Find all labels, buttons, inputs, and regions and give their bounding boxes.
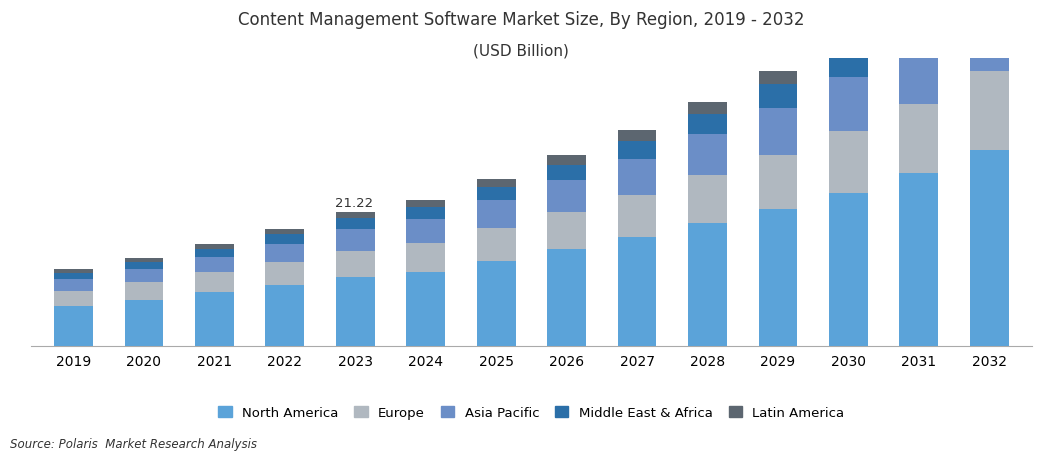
Bar bbox=[829, 193, 868, 346]
Bar bbox=[406, 208, 445, 220]
Bar bbox=[899, 174, 938, 346]
Bar bbox=[970, 151, 1009, 346]
Bar bbox=[477, 180, 516, 187]
Bar bbox=[688, 103, 727, 115]
Bar bbox=[547, 212, 586, 250]
Bar bbox=[829, 131, 868, 193]
Bar bbox=[477, 228, 516, 261]
Bar bbox=[406, 220, 445, 243]
Bar bbox=[759, 109, 797, 155]
Bar bbox=[266, 263, 304, 286]
Bar bbox=[406, 243, 445, 272]
Bar bbox=[336, 278, 375, 346]
Text: (USD Billion): (USD Billion) bbox=[473, 43, 569, 58]
Bar bbox=[970, 0, 1009, 3]
Bar bbox=[477, 187, 516, 201]
Bar bbox=[618, 131, 656, 142]
Bar bbox=[195, 257, 233, 273]
Bar bbox=[54, 270, 93, 273]
Bar bbox=[54, 291, 93, 306]
Text: 21.22: 21.22 bbox=[334, 197, 373, 210]
Bar bbox=[266, 235, 304, 244]
Bar bbox=[899, 43, 938, 104]
Bar bbox=[759, 72, 797, 85]
Bar bbox=[406, 201, 445, 208]
Bar bbox=[477, 261, 516, 346]
Bar bbox=[759, 85, 797, 109]
Bar bbox=[688, 115, 727, 135]
Bar bbox=[759, 155, 797, 210]
Bar bbox=[54, 273, 93, 279]
Bar bbox=[266, 286, 304, 346]
Bar bbox=[829, 36, 868, 51]
Bar bbox=[970, 3, 1009, 72]
Bar bbox=[759, 210, 797, 346]
Bar bbox=[125, 258, 164, 263]
Bar bbox=[54, 306, 93, 346]
Bar bbox=[195, 244, 233, 249]
Bar bbox=[547, 250, 586, 346]
Text: Content Management Software Market Size, By Region, 2019 - 2032: Content Management Software Market Size,… bbox=[238, 11, 804, 29]
Bar bbox=[477, 201, 516, 228]
Bar bbox=[336, 230, 375, 251]
Bar bbox=[618, 195, 656, 238]
Bar bbox=[899, 104, 938, 174]
Bar bbox=[195, 249, 233, 257]
Bar bbox=[547, 156, 586, 165]
Bar bbox=[688, 135, 727, 176]
Bar bbox=[125, 269, 164, 283]
Bar bbox=[618, 238, 656, 346]
Bar bbox=[899, 13, 938, 43]
Bar bbox=[688, 176, 727, 224]
Bar bbox=[970, 72, 1009, 151]
Bar bbox=[125, 263, 164, 269]
Bar bbox=[688, 224, 727, 346]
Bar bbox=[336, 213, 375, 219]
Legend: North America, Europe, Asia Pacific, Middle East & Africa, Latin America: North America, Europe, Asia Pacific, Mid… bbox=[219, 406, 844, 420]
Bar bbox=[195, 293, 233, 346]
Bar bbox=[899, 0, 938, 13]
Bar bbox=[829, 78, 868, 131]
Bar bbox=[547, 181, 586, 212]
Bar bbox=[618, 159, 656, 195]
Bar bbox=[266, 229, 304, 235]
Bar bbox=[195, 273, 233, 293]
Bar bbox=[618, 142, 656, 159]
Bar bbox=[829, 51, 868, 78]
Text: Source: Polaris  Market Research Analysis: Source: Polaris Market Research Analysis bbox=[10, 437, 257, 450]
Bar bbox=[406, 272, 445, 346]
Bar bbox=[125, 283, 164, 300]
Bar bbox=[54, 279, 93, 291]
Bar bbox=[336, 251, 375, 278]
Bar bbox=[336, 219, 375, 230]
Bar bbox=[266, 244, 304, 263]
Bar bbox=[547, 165, 586, 181]
Bar bbox=[125, 300, 164, 346]
